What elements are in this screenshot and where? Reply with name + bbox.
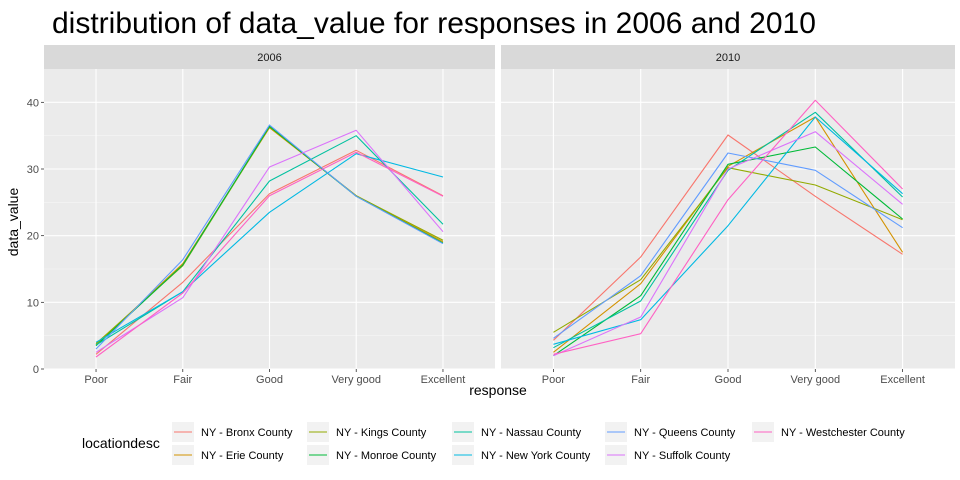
series-line-ny-nassau-county bbox=[95, 135, 444, 346]
series-line-ny-bronx-county bbox=[553, 134, 903, 341]
x-tick-label: Excellent bbox=[880, 374, 925, 386]
series-line-ny-erie-county bbox=[553, 116, 904, 353]
legend-label: NY - Kings County bbox=[336, 427, 427, 439]
series-line-ny-suffolk-county bbox=[95, 129, 444, 353]
x-tick-label: Good bbox=[256, 374, 283, 386]
x-axis-title: response bbox=[469, 382, 527, 398]
legend-title: locationdesc bbox=[82, 435, 160, 451]
facet-panel-2006: 2006 Poor Fair Good Very good Excellent 0 10 20 3… bbox=[27, 45, 495, 386]
legend-item: NY - Monroe County bbox=[307, 445, 437, 465]
legend: locationdesc NY - Bronx County NY - Erie … bbox=[82, 422, 905, 465]
legend-item: NY - Suffolk County bbox=[605, 445, 731, 465]
series-line-ny-new-york-county bbox=[553, 116, 903, 345]
legend-item: NY - Queens County bbox=[605, 422, 736, 442]
legend-label: NY - Westchester County bbox=[781, 427, 905, 439]
y-tick-label: 10 bbox=[27, 297, 39, 309]
x-tick-label: Very good bbox=[791, 374, 841, 386]
legend-label: NY - Bronx County bbox=[201, 427, 293, 439]
y-tick-label: 40 bbox=[27, 97, 39, 109]
y-tick-label: 0 bbox=[33, 364, 39, 376]
legend-item: NY - Westchester County bbox=[752, 422, 905, 442]
series-line-ny-suffolk-county bbox=[553, 131, 903, 357]
legend-item: NY - Nassau County bbox=[452, 422, 582, 442]
x-tick-label: Very good bbox=[331, 374, 381, 386]
series-line-ny-nassau-county bbox=[553, 111, 903, 349]
series-line-ny-westchester-county bbox=[553, 99, 903, 355]
legend-label: NY - New York County bbox=[481, 450, 591, 462]
legend-item: NY - Kings County bbox=[307, 422, 427, 442]
series-line-ny-westchester-county bbox=[95, 151, 444, 358]
facet-strip bbox=[501, 45, 955, 69]
series-line-ny-queens-county bbox=[553, 152, 903, 339]
legend-label: NY - Nassau County bbox=[481, 427, 582, 439]
series-line-ny-monroe-county bbox=[553, 146, 903, 357]
legend-label: NY - Queens County bbox=[634, 427, 736, 439]
chart-title: distribution of data_value for responses… bbox=[52, 7, 816, 40]
facet-panels: 2006 Poor Fair Good Very good Excellent 0 10 20 3… bbox=[27, 45, 955, 386]
legend-item: NY - Erie County bbox=[172, 445, 284, 465]
x-tick-label: Excellent bbox=[421, 374, 466, 386]
x-tick-label: Good bbox=[715, 374, 742, 386]
facet-panel-2010: 2010 Poor Fair Good Very good Excellent bbox=[501, 45, 955, 386]
legend-label: NY - Monroe County bbox=[336, 450, 437, 462]
facet-strip-label: 2006 bbox=[257, 52, 281, 64]
facet-strip bbox=[44, 45, 495, 69]
x-tick-label: Poor bbox=[542, 374, 566, 386]
legend-item: NY - Bronx County bbox=[172, 422, 293, 442]
legend-item: NY - New York County bbox=[452, 445, 591, 465]
facet-strip-label: 2010 bbox=[716, 52, 740, 64]
legend-label: NY - Erie County bbox=[201, 450, 284, 462]
x-tick-label: Fair bbox=[173, 374, 192, 386]
y-axis-title: data_value bbox=[5, 188, 21, 257]
x-tick-label: Fair bbox=[631, 374, 650, 386]
series-line-ny-queens-county bbox=[95, 124, 444, 350]
x-tick-label: Poor bbox=[84, 374, 108, 386]
series-line-ny-new-york-county bbox=[95, 153, 444, 343]
y-tick-label: 20 bbox=[27, 231, 39, 243]
legend-label: NY - Suffolk County bbox=[634, 450, 731, 462]
y-tick-label: 30 bbox=[27, 164, 39, 176]
